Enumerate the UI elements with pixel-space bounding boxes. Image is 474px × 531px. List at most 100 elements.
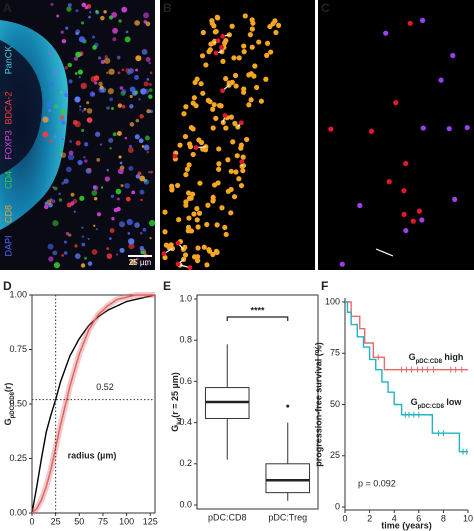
cell <box>148 82 152 87</box>
cd8-cell <box>246 102 252 108</box>
cell <box>63 93 69 98</box>
cd8-cell <box>273 29 279 36</box>
cell <box>73 210 76 213</box>
cell <box>129 122 135 127</box>
x-tick-label: 0 <box>29 516 34 526</box>
cd8-cell <box>233 83 239 89</box>
cell <box>150 170 154 174</box>
cell <box>95 228 99 231</box>
cell <box>146 78 150 81</box>
cd8-cell <box>196 210 203 216</box>
cell <box>112 27 118 34</box>
cell <box>129 259 137 266</box>
significance: **** <box>250 305 265 315</box>
cd8-cell <box>232 72 239 79</box>
pdc-cell <box>215 38 221 44</box>
label-suffix: high <box>442 352 464 362</box>
cell <box>106 71 109 74</box>
cd8-cell <box>194 206 200 212</box>
cell <box>61 133 64 136</box>
cell <box>117 71 121 75</box>
cd8-cell <box>233 169 239 175</box>
cell <box>52 250 58 256</box>
cell <box>56 14 60 18</box>
cell <box>142 227 147 232</box>
cd8-cell <box>225 157 231 163</box>
cd8-cell <box>210 125 216 131</box>
cd8-cell <box>223 38 229 44</box>
cell <box>89 91 96 97</box>
pdc-cell <box>161 251 167 257</box>
cd8-cell <box>188 228 195 234</box>
cd8-cell <box>216 166 222 172</box>
cd8-cell <box>228 114 234 120</box>
cd8-cell <box>181 111 187 117</box>
cell <box>78 36 85 43</box>
cd8-cell <box>195 254 201 260</box>
cell <box>64 90 68 93</box>
cell <box>67 62 73 68</box>
cd8-cell <box>182 133 189 140</box>
cd8-cell <box>204 262 210 268</box>
cd8-cell <box>162 229 168 235</box>
cd8-cell <box>191 95 197 101</box>
cell <box>70 192 75 197</box>
cell <box>86 101 90 105</box>
cell <box>98 81 103 87</box>
cell <box>49 81 54 86</box>
cd8-cell <box>187 144 194 150</box>
y-tick-label: 1.0 <box>179 293 192 303</box>
cell <box>75 51 82 58</box>
cell <box>64 66 68 70</box>
cd8-cell <box>203 62 209 68</box>
cell <box>42 131 49 138</box>
cd8-cell <box>268 49 274 55</box>
cell <box>98 56 102 60</box>
pdc-cell <box>219 45 224 50</box>
cd8-cell <box>174 182 181 189</box>
pdc-cell <box>407 20 413 26</box>
cell <box>47 243 54 250</box>
cell <box>146 150 150 154</box>
cell <box>79 105 82 108</box>
label-sub: pDC:CD8 <box>418 404 445 410</box>
cell <box>134 134 140 140</box>
y-tick-label: 25 <box>330 450 340 460</box>
cell <box>147 170 151 174</box>
cell <box>112 132 117 137</box>
label-main: G <box>409 352 416 362</box>
cell <box>96 157 101 162</box>
cd8-cell <box>186 162 192 168</box>
cell <box>120 184 124 188</box>
x-tick-label: 75 <box>98 516 108 526</box>
cd8-cell <box>192 79 198 86</box>
cd8-cell <box>205 202 211 208</box>
cell <box>116 131 122 136</box>
cell <box>92 45 97 50</box>
cd8-cell <box>191 211 197 217</box>
cell <box>143 81 149 87</box>
pdc-cell <box>220 88 225 94</box>
cell <box>118 155 122 159</box>
cd8-cell <box>230 139 236 145</box>
cd8-cell <box>169 187 175 193</box>
cd8-cell <box>225 188 231 194</box>
axis-label: GpDC:CD8 high <box>409 352 464 364</box>
cell <box>81 242 86 247</box>
cd8-cell <box>210 251 216 258</box>
treg-cell <box>383 30 389 36</box>
x-tick-label: 8 <box>441 513 446 523</box>
cd8-cell <box>190 100 196 106</box>
x-tick-label: 0 <box>342 513 347 523</box>
cd8-cell <box>188 125 194 131</box>
cd8-cell <box>184 166 190 172</box>
cell <box>111 12 117 18</box>
cell <box>61 138 64 141</box>
cell <box>74 244 78 248</box>
cell <box>110 194 115 198</box>
cell <box>58 198 63 202</box>
pdc-cell <box>175 240 181 246</box>
cell <box>59 115 65 120</box>
cell <box>148 88 153 93</box>
cell <box>60 91 63 94</box>
